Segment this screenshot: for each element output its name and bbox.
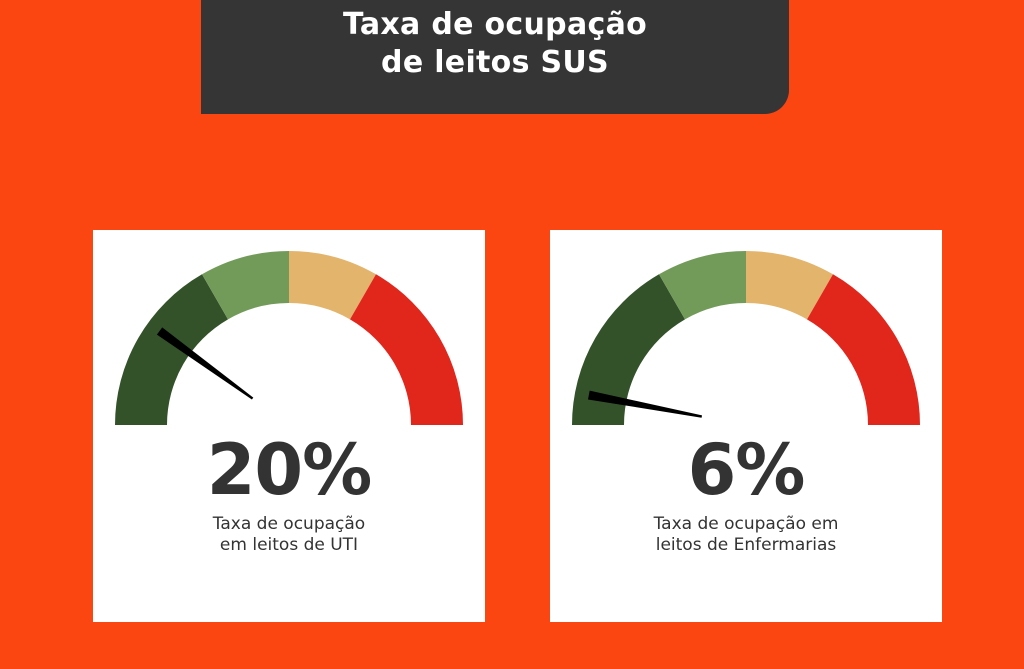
gauge-zone-yellow: [746, 251, 833, 320]
gauge-zone-yellow: [289, 251, 376, 320]
enfermaria-gauge-caption: Taxa de ocupação em leitos de Enfermaria…: [550, 514, 942, 556]
enfermaria-gauge-card: 6% Taxa de ocupação em leitos de Enferma…: [550, 230, 942, 622]
enfermaria-caption-line-2: leitos de Enfermarias: [655, 535, 837, 555]
page-title-line-2: de leitos SUS: [381, 45, 609, 80]
uti-caption-line-2: em leitos de UTI: [219, 535, 359, 555]
uti-gauge: [115, 251, 463, 425]
uti-occupancy-value: 20%: [206, 429, 373, 511]
gauge-zone-light-green: [659, 251, 746, 320]
gauge-zone-red: [807, 274, 920, 425]
enfermaria-gauge: [572, 251, 920, 425]
gauge-zone-red: [350, 274, 463, 425]
enfermaria-occupancy-value: 6%: [687, 429, 806, 511]
page-title-line-1: Taxa de ocupação: [342, 7, 648, 42]
gauge-needle: [587, 390, 703, 418]
gauge-zone-dark-green: [115, 274, 228, 425]
gauge-needle: [156, 327, 254, 400]
enfermaria-caption-line-1: Taxa de ocupação em: [653, 514, 839, 534]
uti-gauge-caption: Taxa de ocupação em leitos de UTI: [93, 514, 485, 556]
uti-caption-line-1: Taxa de ocupação: [212, 514, 366, 534]
uti-gauge-card: 20% Taxa de ocupação em leitos de UTI: [93, 230, 485, 622]
gauge-zone-dark-green: [572, 274, 685, 425]
gauge-zone-light-green: [202, 251, 289, 320]
title-banner: Taxa de ocupação de leitos SUS: [201, 0, 789, 114]
